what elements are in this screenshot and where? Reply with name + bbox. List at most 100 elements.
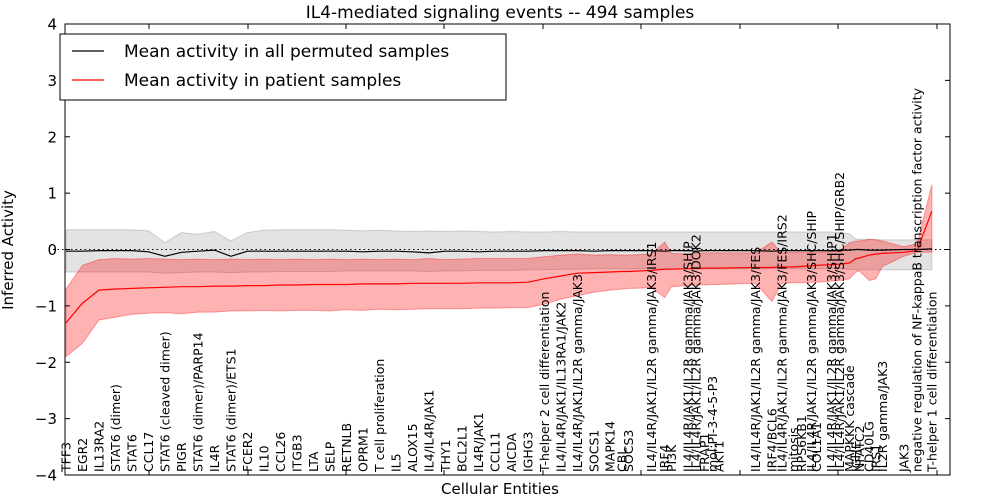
entity-label: ALOX15 — [405, 423, 420, 472]
patient-mean-point — [792, 266, 795, 269]
entity-label: T cell proliferation — [372, 359, 387, 473]
entity-label: IGHG3 — [520, 432, 535, 472]
patient-mean-point — [800, 265, 803, 268]
patient-mean-point — [378, 282, 381, 285]
patient-mean-point — [868, 254, 871, 257]
patient-mean-point — [394, 282, 397, 285]
patient-mean-point — [279, 284, 282, 287]
permuted-mean-line — [66, 248, 932, 257]
permuted-mean-point — [246, 250, 249, 253]
permuted-mean-point — [196, 250, 199, 253]
y-tick-label: 0 — [47, 241, 57, 259]
entity-label: IL4R/JAK1 — [471, 412, 486, 472]
chart-title: IL4-mediated signaling events -- 494 sam… — [306, 3, 695, 23]
permuted-mean-point — [163, 255, 166, 258]
y-axis-label: Inferred Activity — [0, 190, 17, 310]
permuted-mean-point — [378, 250, 381, 253]
patient-mean-point — [670, 268, 673, 271]
entity-label: IL4/IL4R/JAK1/IL2R gamma/JAK3/SHC/SHIP — [804, 211, 819, 472]
entity-label: MAPKKK cascade — [842, 365, 857, 472]
patient-mean-point — [770, 266, 773, 269]
patient-mean-point — [295, 284, 298, 287]
patient-mean-point — [361, 282, 364, 285]
entity-label: AICDA — [504, 433, 519, 472]
permuted-mean-point — [543, 249, 546, 252]
patient-mean-point — [855, 257, 858, 260]
permuted-mean-point — [427, 251, 430, 254]
permuted-mean-point — [510, 250, 513, 253]
entity-label: STAT6 (dimer)/ETS1 — [223, 348, 238, 472]
entity-label: STAT6 (cleaved dimer) — [157, 331, 172, 472]
patient-mean-point — [411, 282, 414, 285]
patient-mean-point — [848, 262, 851, 265]
entity-label: IRF4 — [657, 444, 672, 472]
entity-label: IL4/IL4R/JAK1/IL2R gamma/JAK3/FES/IRS2 — [774, 214, 789, 472]
permuted-mean-point — [493, 250, 496, 253]
patient-mean-point — [718, 267, 721, 270]
entity-label: AKT1 — [712, 441, 727, 472]
entity-label: IL4/IL4R/JAK1/IL13RA1/JAK2 — [553, 302, 568, 472]
patient-mean-point — [627, 270, 630, 273]
patient-mean-point — [510, 281, 513, 284]
permuted-mean-point — [411, 250, 414, 253]
patient-mean-point — [444, 282, 447, 285]
x-axis-ticks — [148, 24, 938, 475]
entity-label: IRS1 — [868, 444, 883, 472]
entity-label: CD40LG — [862, 421, 877, 472]
patient-mean-point — [460, 282, 463, 285]
entity-label: TFF3 — [59, 442, 74, 473]
entity-label: CBL — [614, 448, 629, 472]
patient-mean-point — [663, 268, 666, 271]
entity-label: IL10 — [256, 445, 271, 472]
x-axis-label: Cellular Entities — [441, 480, 559, 498]
y-tick-label: 3 — [47, 72, 57, 90]
patient-mean-point — [881, 252, 884, 255]
entity-label: LTA — [306, 451, 321, 472]
permuted-mean-point — [592, 250, 595, 253]
permuted-mean-point — [620, 249, 623, 252]
entity-label: RPS6KB1 — [794, 415, 809, 472]
permuted-mean-point — [902, 248, 905, 251]
entity-label: STAT6 (dimer)/PARP14 — [190, 332, 205, 472]
y-tick-label: −1 — [35, 297, 57, 315]
patient-mean-point — [213, 285, 216, 288]
permuted-mean-point — [81, 250, 84, 253]
entity-label: FCER2 — [240, 432, 255, 472]
patient-mean-point — [874, 253, 877, 256]
entity-label: mitosis — [786, 427, 801, 472]
permuted-mean-point — [213, 249, 216, 252]
entity-label: IGHE — [849, 441, 864, 472]
entity-label: PIGR — [174, 442, 189, 472]
permuted-mean-point — [460, 250, 463, 253]
permuted-mean-point — [881, 249, 884, 252]
entity-label: IL4/IL4R/JAK1/IL2R gamma/JAK3 — [570, 274, 585, 472]
entity-label: SELP — [322, 441, 337, 472]
entity-label: mol:PI-3-4-5-P3 — [705, 376, 720, 472]
entity-label: IL4R — [207, 444, 222, 472]
x-axis-entity-labels: TFF3 EGR2 IL13RA2 STAT6 (dimer) STAT6 CCL17 ST… — [59, 87, 940, 473]
permuted-mean-point — [855, 248, 858, 251]
patient-mean-point — [902, 251, 905, 254]
permuted-mean-point — [718, 249, 721, 252]
patient-mean-point — [711, 267, 714, 270]
patient-mean-point — [262, 284, 265, 287]
permuted-mean-point — [526, 250, 529, 253]
patient-mean-point — [81, 302, 84, 305]
y-tick-label: 1 — [47, 185, 57, 203]
patient-mean-point — [246, 284, 249, 287]
permuted-mean-point — [180, 251, 183, 254]
patient-mean-line — [65, 210, 933, 324]
entity-label: IL4/IL4R/JAK1/IL2R gamma/JAK3/FES — [748, 247, 763, 472]
patient-mean-point — [131, 287, 134, 290]
permuted-mean-point — [559, 249, 562, 252]
permuted-mean-point — [262, 250, 265, 253]
permuted-mean-point — [147, 250, 150, 253]
permuted-mean-point — [792, 249, 795, 252]
patient-mean-point — [559, 275, 562, 278]
permuted-mean-point — [609, 249, 612, 252]
permuted-mean-point — [361, 250, 364, 253]
patient-mean-point — [147, 286, 150, 289]
permuted-mean-point — [848, 249, 851, 252]
permuted-mean-point — [930, 247, 933, 250]
